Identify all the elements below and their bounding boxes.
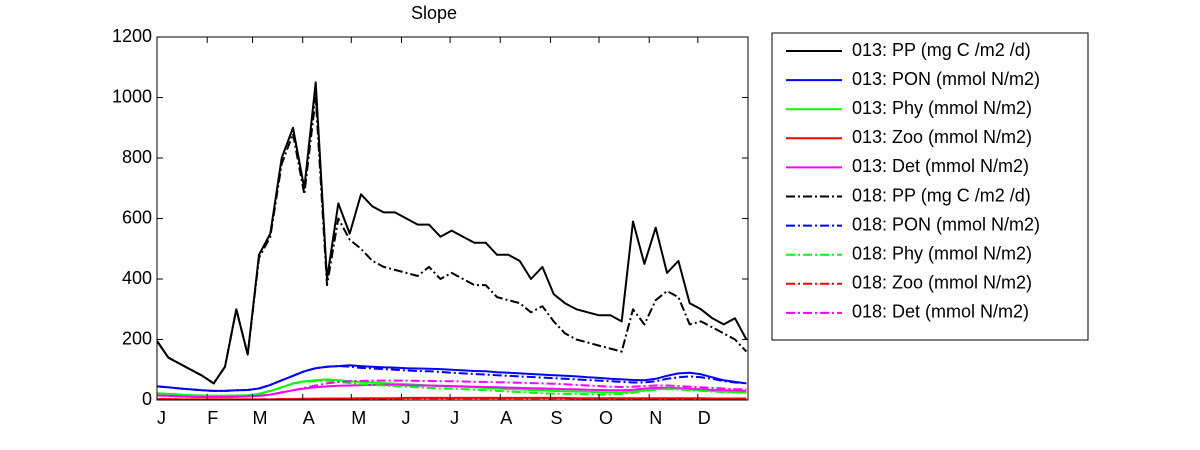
y-tick-label: 200 [122,328,152,348]
series-line [157,96,748,385]
legend-label: 018: Det (mmol N/m2) [852,302,1029,322]
x-tick-label: F [207,408,218,428]
series-line [157,379,747,397]
x-tick-label: J [157,408,166,428]
x-tick-label: A [500,408,512,428]
x-tick-label: D [698,408,711,428]
legend-label: 013: PON (mmol N/m2) [852,69,1040,89]
legend-box [771,32,1089,341]
legend-label: 013: Det (mmol N/m2) [852,156,1029,176]
y-tick-label: 400 [122,268,152,288]
series-line [157,397,747,400]
legend-label: 018: PP (mg C /m2 /d) [852,185,1031,205]
legend-label: 018: Phy (mmol N/m2) [852,243,1032,263]
legend-label: 013: Phy (mmol N/m2) [852,98,1032,118]
y-tick-label: 0 [142,389,152,409]
legend-label: 013: Zoo (mmol N/m2) [852,127,1032,147]
x-tick-label: J [450,408,459,428]
y-tick-label: 1200 [112,26,152,46]
x-tick-label: J [401,408,410,428]
series-line [157,379,747,398]
legend-label: 018: PON (mmol N/m2) [852,214,1040,234]
x-tick-label: A [303,408,315,428]
y-tick-label: 800 [122,147,152,167]
x-tick-label: M [253,408,268,428]
series-line [157,365,747,392]
y-tick-label: 600 [122,207,152,227]
x-tick-label: M [351,408,366,428]
x-tick-label: S [550,408,562,428]
x-tick-label: N [649,408,662,428]
x-tick-label: O [599,408,613,428]
chart-title: Slope [411,3,457,23]
y-tick-label: 1000 [112,86,152,106]
legend-label: 018: Zoo (mmol N/m2) [852,273,1032,293]
legend-label: 013: PP (mg C /m2 /d) [852,40,1031,60]
series-line [157,81,748,385]
